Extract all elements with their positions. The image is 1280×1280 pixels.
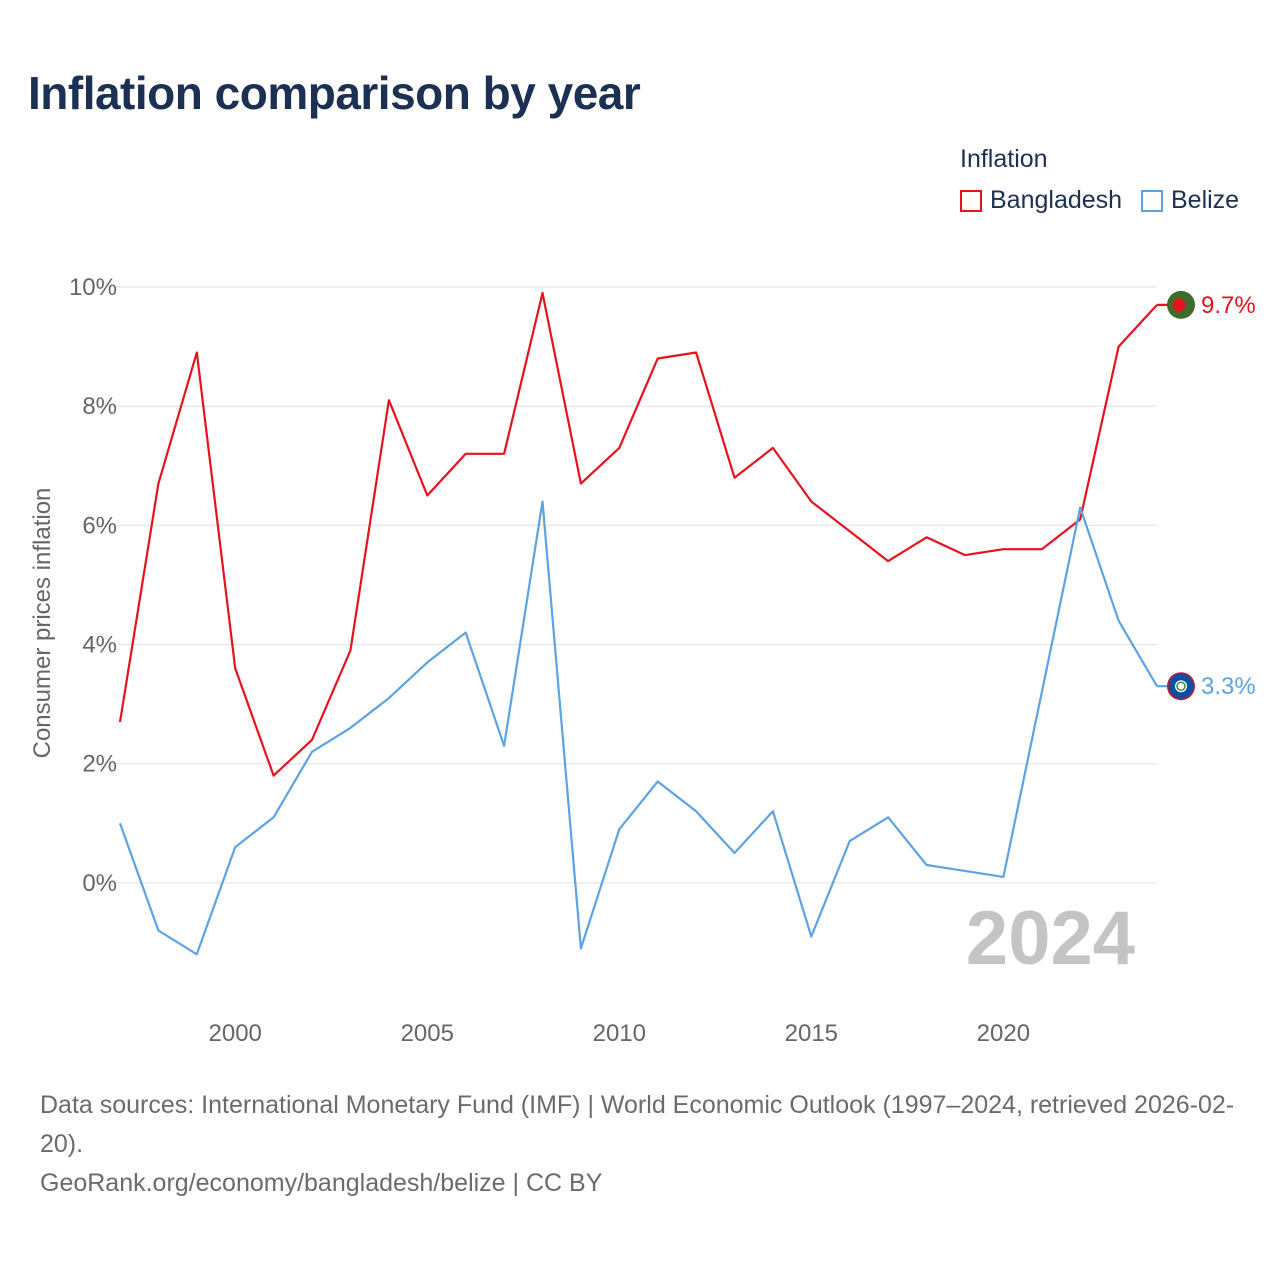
y-tick-label: 8% xyxy=(82,393,117,420)
legend-swatch-bangladesh xyxy=(960,189,982,212)
series-lines xyxy=(118,291,1158,956)
flag-wreath xyxy=(1176,681,1186,691)
y-axis-label: Consumer prices inflation xyxy=(29,488,56,759)
series-line-bangladesh xyxy=(118,291,1158,777)
y-tick-label: 4% xyxy=(82,632,117,659)
x-axis-ticks: 2000 2005 2010 2015 2020 xyxy=(209,1020,1031,1047)
y-tick-label: 6% xyxy=(82,512,117,539)
credit-link[interactable]: GeoRank.org/economy/bangladesh/belize | … xyxy=(40,1169,603,1197)
chart-title: Inflation comparison by year xyxy=(28,67,641,119)
data-sources-text: Data sources: International Monetary Fun… xyxy=(40,1091,1235,1158)
x-tick-label: 2005 xyxy=(401,1020,454,1047)
bangladesh-flag-icon xyxy=(1167,290,1195,319)
x-tick-label: 2015 xyxy=(785,1020,838,1047)
legend-item-bangladesh[interactable]: Bangladesh xyxy=(960,186,1122,215)
end-value-label-belize: 3.3% xyxy=(1201,673,1256,700)
footer: Data sources: International Monetary Fun… xyxy=(40,1086,1250,1203)
legend-title: Inflation xyxy=(960,145,1048,173)
legend-label-belize: Belize xyxy=(1171,186,1240,214)
belize-flag-icon xyxy=(1167,672,1195,701)
y-tick-label: 10% xyxy=(69,274,117,301)
legend-label-bangladesh: Bangladesh xyxy=(990,186,1123,214)
series-line-belize xyxy=(118,500,1158,956)
flag-disc xyxy=(1172,298,1186,312)
end-value-label-bangladesh: 9.7% xyxy=(1201,292,1256,319)
x-tick-label: 2000 xyxy=(209,1020,262,1047)
y-tick-label: 2% xyxy=(82,751,117,778)
line-chart: 0% 2% 4% 6% 8% 10% 2000 2005 2010 2015 2020 Consu… xyxy=(29,274,1256,1047)
grid-lines xyxy=(110,286,1157,884)
y-axis-ticks: 0% 2% 4% 6% 8% 10% xyxy=(69,274,117,897)
x-tick-label: 2020 xyxy=(977,1020,1030,1047)
y-tick-label: 0% xyxy=(82,870,117,897)
legend-swatch-belize xyxy=(1141,189,1163,212)
legend-item-belize[interactable]: Belize xyxy=(1141,186,1239,215)
x-tick-label: 2010 xyxy=(593,1020,646,1047)
year-watermark: 2024 xyxy=(966,896,1135,981)
series-end-markers: 9.7% 3.3% xyxy=(1157,290,1256,701)
